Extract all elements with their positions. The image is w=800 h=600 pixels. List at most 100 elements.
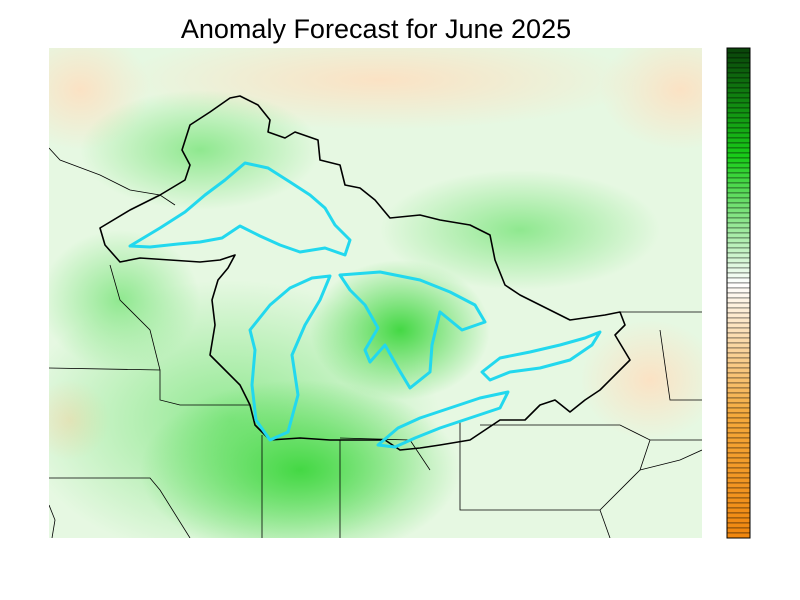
colorbar-step xyxy=(726,392,751,399)
colorbar-step xyxy=(726,237,751,244)
colorbar-frame xyxy=(726,47,751,539)
colorbar-step xyxy=(726,212,751,219)
colorbar-step xyxy=(726,287,751,294)
colorbar-step xyxy=(726,447,751,454)
colorbar-step xyxy=(726,127,751,134)
colorbar-step xyxy=(726,427,751,434)
colorbar-step xyxy=(726,307,751,314)
colorbar-step xyxy=(726,242,751,249)
colorbar-step xyxy=(726,167,751,174)
colorbar-step xyxy=(726,292,751,299)
colorbar-step xyxy=(726,257,751,264)
colorbar-step xyxy=(726,507,751,514)
colorbar-step xyxy=(726,272,751,279)
colorbar-step xyxy=(726,492,751,499)
colorbar-step xyxy=(726,47,751,54)
colorbar-step xyxy=(726,487,751,494)
colorbar-step xyxy=(726,82,751,89)
colorbar-step xyxy=(726,92,751,99)
colorbar-step xyxy=(726,382,751,389)
colorbar-step xyxy=(726,402,751,409)
colorbar-step xyxy=(726,62,751,69)
colorbar-step xyxy=(726,312,751,319)
anomaly-area xyxy=(580,320,702,440)
colorbar-step xyxy=(726,357,751,364)
colorbar-step xyxy=(726,217,751,224)
colorbar-step xyxy=(726,297,751,304)
colorbar-step xyxy=(726,52,751,59)
colorbar-step xyxy=(726,482,751,489)
colorbar-step xyxy=(726,502,751,509)
colorbar-step xyxy=(726,252,751,259)
colorbar-step xyxy=(726,452,751,459)
colorbar-step xyxy=(726,97,751,104)
anomaly-area xyxy=(380,170,660,290)
colorbar-step xyxy=(726,442,751,449)
colorbar-step xyxy=(726,72,751,79)
colorbar-step xyxy=(726,367,751,374)
colorbar-step xyxy=(726,132,751,139)
colorbar-step xyxy=(726,222,751,229)
colorbar-step xyxy=(726,407,751,414)
colorbar-step xyxy=(726,192,751,199)
colorbar-step xyxy=(726,422,751,429)
colorbar-step xyxy=(726,397,751,404)
colorbar-step xyxy=(726,152,751,159)
colorbar-step xyxy=(726,162,751,169)
colorbar-step xyxy=(726,227,751,234)
colorbar-step xyxy=(726,87,751,94)
colorbar-step xyxy=(726,477,751,484)
colorbar-step xyxy=(726,137,751,144)
colorbar-step xyxy=(726,197,751,204)
lake-erie xyxy=(376,390,510,449)
colorbar-step xyxy=(726,377,751,384)
colorbar-step xyxy=(726,187,751,194)
colorbar-step xyxy=(726,497,751,504)
colorbar-step xyxy=(726,512,751,519)
colorbar-step xyxy=(726,457,751,464)
colorbar-step xyxy=(726,337,751,344)
colorbar-step xyxy=(726,462,751,469)
colorbar-step xyxy=(726,282,751,289)
anomaly-area xyxy=(600,48,702,150)
colorbar-step xyxy=(726,232,751,239)
colorbar-step xyxy=(726,247,751,254)
colorbar-step xyxy=(726,107,751,114)
colorbar-step xyxy=(726,147,751,154)
colorbar-step xyxy=(726,172,751,179)
colorbar-step xyxy=(726,142,751,149)
colorbar-step xyxy=(726,362,751,369)
map xyxy=(49,48,702,538)
colorbar-step xyxy=(726,467,751,474)
colorbar-step xyxy=(726,157,751,164)
colorbar-step xyxy=(726,77,751,84)
colorbar xyxy=(726,47,751,539)
colorbar-step xyxy=(726,67,751,74)
colorbar-step xyxy=(726,177,751,184)
colorbar-step xyxy=(726,522,751,529)
colorbar-step xyxy=(726,432,751,439)
lake-michigan xyxy=(248,274,332,442)
colorbar-step xyxy=(726,527,751,534)
lake-huron xyxy=(338,270,487,390)
colorbar-step xyxy=(726,332,751,339)
anomaly-area xyxy=(49,230,200,370)
colorbar-step xyxy=(726,417,751,424)
colorbar-step xyxy=(726,352,751,359)
colorbar-step xyxy=(726,437,751,444)
colorbar-step xyxy=(726,277,751,284)
lake-superior xyxy=(128,161,352,257)
colorbar-step xyxy=(726,112,751,119)
colorbar-step xyxy=(726,412,751,419)
colorbar-step xyxy=(726,182,751,189)
anomaly-area xyxy=(80,90,320,210)
basin-outline xyxy=(99,95,631,451)
colorbar-step xyxy=(726,372,751,379)
colorbar-step xyxy=(726,517,751,524)
colorbar-step xyxy=(726,387,751,394)
colorbar-step xyxy=(726,117,751,124)
colorbar-step xyxy=(726,532,751,539)
colorbar-step xyxy=(726,327,751,334)
map-title: Anomaly Forecast for June 2025 xyxy=(181,14,571,44)
colorbar-step xyxy=(726,262,751,269)
